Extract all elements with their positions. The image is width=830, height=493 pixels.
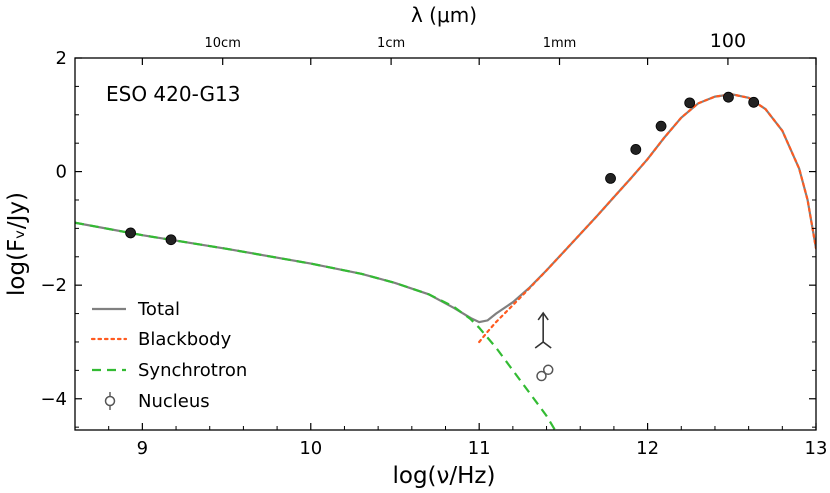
photometry-point-1: [165, 234, 177, 246]
lower-limit-marker: [534, 340, 552, 349]
lower-limit-arrow-head: [537, 311, 549, 321]
model-curves: [75, 93, 816, 430]
legend-marker-nucleus: [104, 395, 116, 407]
photometry-point-3: [630, 144, 642, 155]
top-tick-label: 1mm: [543, 36, 577, 51]
top-axis-title: λ (μm): [411, 3, 477, 27]
y-tick-label: −2: [40, 275, 67, 296]
legend-label: Total: [137, 299, 180, 320]
curve-total: [75, 93, 816, 324]
x-tick-label: 11: [468, 438, 491, 459]
y-axis-title: log(Fᵥ/Jy): [4, 192, 30, 296]
galaxy-name-annotation: ESO 420-G13: [106, 82, 241, 106]
top-tick-label: 100: [710, 30, 746, 52]
y-tick-label: 0: [56, 162, 67, 183]
legend: Total Blackbody Synchrotron Nucleus: [90, 299, 247, 412]
axis-ticks: 9 10 11 12 13 2 0 −2 −4 10cm 1cm 1mm 100: [40, 30, 827, 459]
photometry-point-5: [684, 97, 696, 109]
x-tick-label: 13: [805, 438, 828, 459]
top-tick-label: 1cm: [377, 36, 405, 51]
legend-label: Blackbody: [138, 329, 232, 350]
y-tick-label: 2: [56, 48, 67, 69]
y-tick-label: −4: [40, 389, 67, 410]
photometry-point-7: [748, 96, 760, 108]
photometry-point-6: [723, 91, 734, 103]
top-tick-label: 10cm: [205, 36, 241, 51]
nucleus-point-0: [542, 364, 554, 376]
x-tick-label: 9: [137, 438, 148, 459]
x-tick-label: 10: [299, 438, 322, 459]
photometry-point-2: [605, 173, 616, 184]
x-tick-label: 12: [636, 438, 659, 459]
curve-blackbody: [478, 93, 816, 344]
nucleus-point-1: [536, 370, 547, 382]
data-points: [125, 91, 760, 382]
legend-label: Synchrotron: [138, 360, 247, 381]
photometry-point-0: [125, 227, 136, 239]
curve-synchrotron: [75, 221, 556, 430]
legend-label: Nucleus: [138, 391, 210, 412]
x-axis-title: log(ν/Hz): [393, 463, 496, 489]
photometry-point-4: [655, 120, 667, 132]
